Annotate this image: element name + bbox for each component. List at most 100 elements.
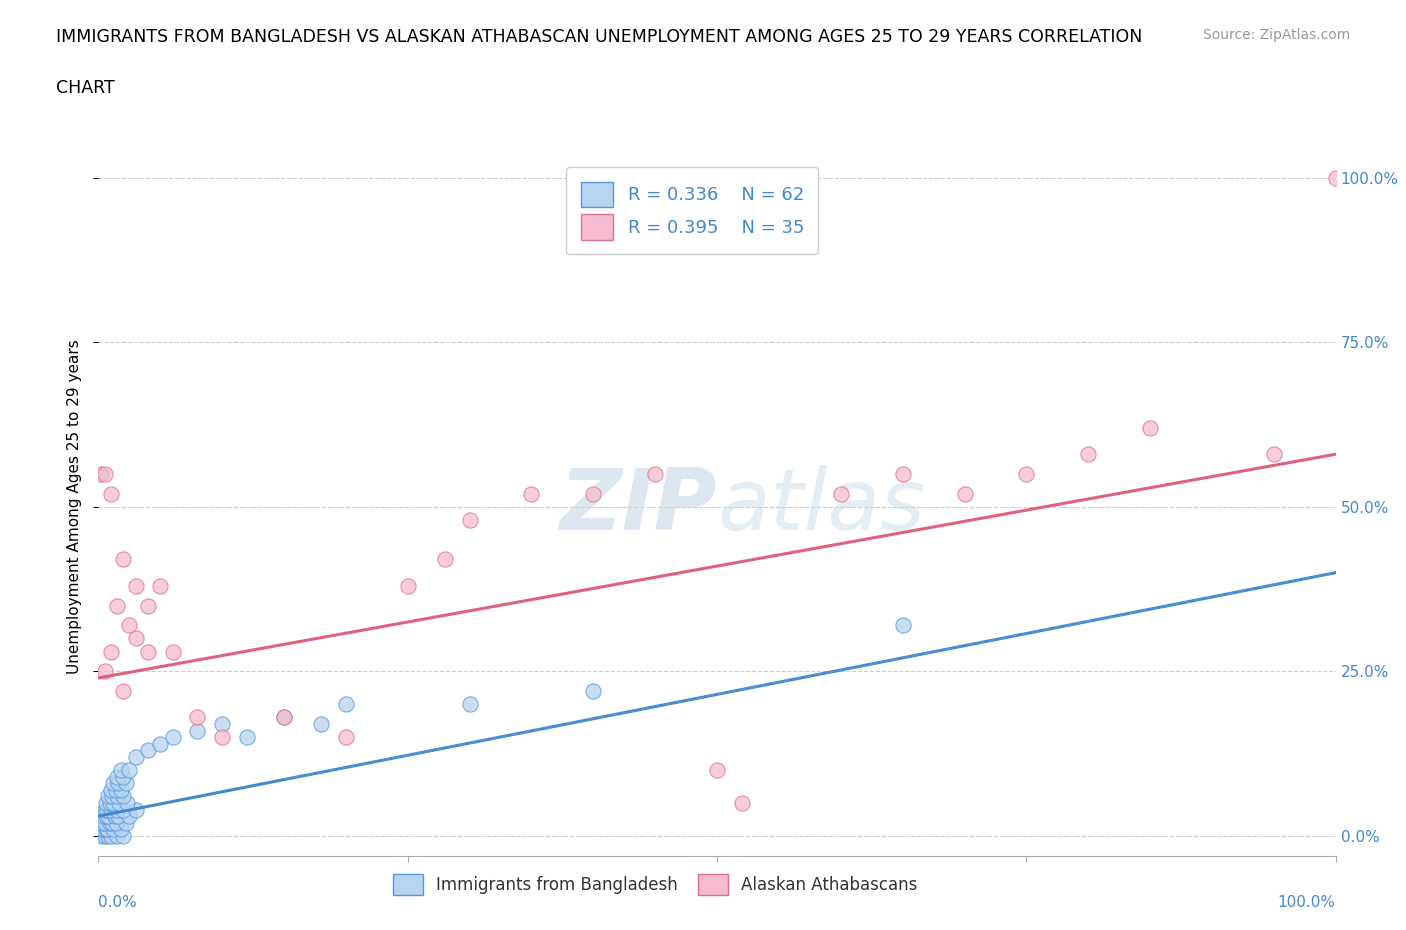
Point <box>93 467 115 482</box>
Point <box>94 822 117 837</box>
Point <box>273 710 295 724</box>
Point <box>97 809 120 824</box>
Point <box>93 829 115 844</box>
Point <box>136 598 159 613</box>
Point <box>582 684 605 698</box>
Text: 0.0%: 0.0% <box>98 895 138 910</box>
Point <box>110 822 132 837</box>
Point <box>112 829 135 844</box>
Text: 100.0%: 100.0% <box>1278 895 1336 910</box>
Point <box>108 795 131 810</box>
Point <box>100 782 122 797</box>
Point <box>90 467 112 482</box>
Point <box>1015 467 1038 482</box>
Point <box>94 795 117 810</box>
Point <box>103 809 125 824</box>
Point <box>93 802 115 817</box>
Point <box>335 697 357 711</box>
Point <box>93 809 115 824</box>
Point <box>458 512 481 527</box>
Point <box>118 809 141 824</box>
Point <box>103 776 125 790</box>
Point <box>211 716 233 731</box>
Point <box>112 552 135 567</box>
Point <box>91 829 114 844</box>
Point <box>335 730 357 745</box>
Y-axis label: Unemployment Among Ages 25 to 29 years: Unemployment Among Ages 25 to 29 years <box>67 339 83 674</box>
Point <box>891 618 914 632</box>
Point <box>112 802 135 817</box>
Point <box>433 552 456 567</box>
Point <box>136 644 159 659</box>
Point <box>162 730 184 745</box>
Point <box>114 816 136 830</box>
Point <box>97 829 120 844</box>
Point <box>93 816 115 830</box>
Point <box>118 763 141 777</box>
Point <box>186 710 208 724</box>
Point <box>105 789 128 804</box>
Point <box>124 750 146 764</box>
Point <box>124 631 146 646</box>
Point <box>115 795 138 810</box>
Point <box>100 644 122 659</box>
Point <box>118 618 141 632</box>
Point <box>186 724 208 738</box>
Point <box>96 802 118 817</box>
Point <box>396 578 419 593</box>
Point <box>1077 446 1099 461</box>
Point <box>706 763 728 777</box>
Point <box>100 802 122 817</box>
Point <box>105 598 128 613</box>
Point <box>149 578 172 593</box>
Point <box>104 782 127 797</box>
Point <box>830 486 852 501</box>
Point <box>98 816 121 830</box>
Point <box>211 730 233 745</box>
Text: CHART: CHART <box>56 79 115 97</box>
Point <box>162 644 184 659</box>
Point <box>90 822 112 837</box>
Point <box>101 789 124 804</box>
Point <box>236 730 259 745</box>
Point <box>124 578 146 593</box>
Point <box>1324 170 1347 185</box>
Point <box>124 802 146 817</box>
Point <box>891 467 914 482</box>
Point <box>93 822 115 837</box>
Point <box>105 802 128 817</box>
Point <box>105 769 128 784</box>
Text: ZIP: ZIP <box>560 465 717 549</box>
Text: IMMIGRANTS FROM BANGLADESH VS ALASKAN ATHABASCAN UNEMPLOYMENT AMONG AGES 25 TO 2: IMMIGRANTS FROM BANGLADESH VS ALASKAN AT… <box>56 28 1143 46</box>
Point <box>91 816 114 830</box>
Point <box>93 664 115 679</box>
Point <box>107 776 129 790</box>
Point <box>273 710 295 724</box>
Point <box>136 743 159 758</box>
Point <box>103 822 125 837</box>
Point <box>110 763 132 777</box>
Point <box>114 776 136 790</box>
Point <box>103 795 125 810</box>
Point <box>100 486 122 501</box>
Point <box>101 816 124 830</box>
Point <box>112 789 135 804</box>
Point <box>309 716 332 731</box>
Point <box>112 769 135 784</box>
Point <box>94 809 117 824</box>
Point <box>644 467 666 482</box>
Point <box>96 822 118 837</box>
Point <box>100 829 122 844</box>
Text: atlas: atlas <box>717 465 925 549</box>
Point <box>149 737 172 751</box>
Point <box>97 789 120 804</box>
Point <box>110 782 132 797</box>
Text: Source: ZipAtlas.com: Source: ZipAtlas.com <box>1202 28 1350 42</box>
Legend: Immigrants from Bangladesh, Alaskan Athabascans: Immigrants from Bangladesh, Alaskan Atha… <box>384 866 927 903</box>
Point <box>520 486 543 501</box>
Point <box>458 697 481 711</box>
Point <box>1139 420 1161 435</box>
Point <box>107 809 129 824</box>
Point <box>731 795 754 810</box>
Point <box>98 795 121 810</box>
